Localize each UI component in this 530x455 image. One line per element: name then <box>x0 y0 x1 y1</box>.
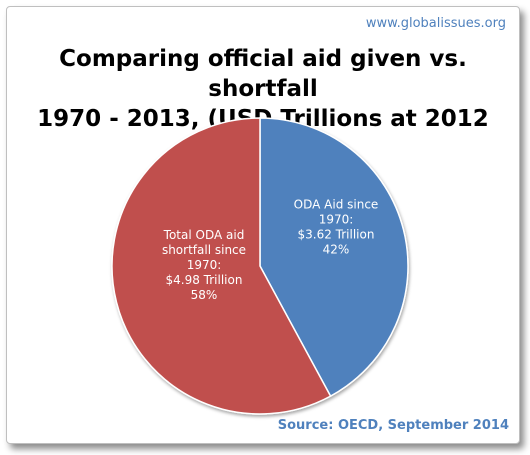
pie-slice-label-line: Total ODA aid <box>163 228 245 242</box>
pie-slice-label-line: $4.98 Trillion <box>166 273 243 287</box>
pie-slice-label-line: 42% <box>323 243 350 257</box>
pie-slice-label-line: 1970: <box>187 258 222 272</box>
pie-slice-label-1: ODA Aid since 1970: $3.62 Trillion 42% <box>294 198 379 257</box>
site-url: www.globalissues.org <box>365 16 506 31</box>
pie-chart: ODA Aid since 1970: $3.62 Trillion 42%Total… <box>111 117 409 415</box>
chart-frame: www.globalissues.org Comparing official … <box>6 6 520 444</box>
pie-slice-label-line: $3.62 Trillion <box>298 228 375 242</box>
pie-slice-label-line: 58% <box>191 288 218 302</box>
pie-slice-label-line: shortfall since <box>162 243 246 257</box>
pie-slice-2 <box>111 117 332 415</box>
pie-slice-label-2: Total ODA aid shortfall since 1970: $4.98 T… <box>162 228 246 302</box>
source-note: Source: OECD, September 2014 <box>277 418 509 433</box>
pie-slice-label-line: ODA Aid since <box>294 198 379 212</box>
pie-slice-label-line: 1970: <box>319 213 354 227</box>
pie-slice-1 <box>259 117 409 398</box>
